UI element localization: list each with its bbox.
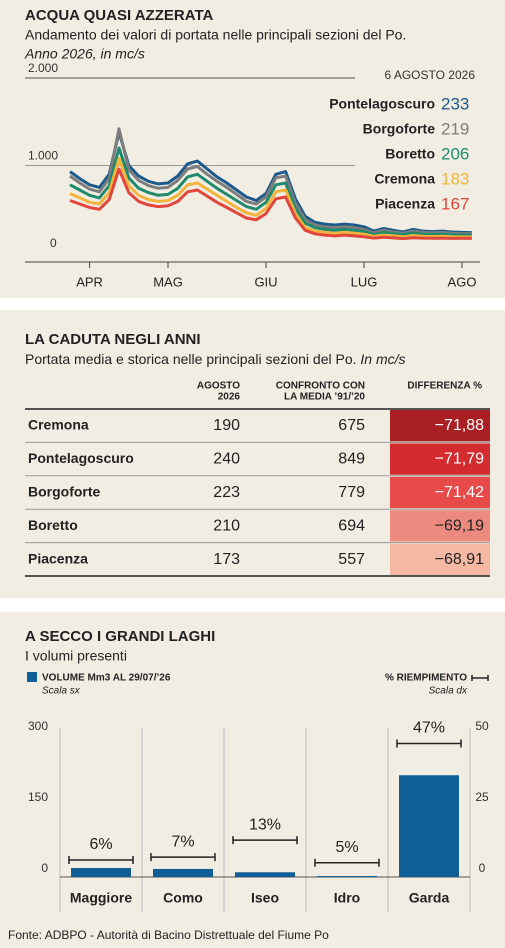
diff-cell (390, 543, 490, 575)
series-line (69, 157, 472, 239)
bar (153, 868, 213, 877)
cell: 223 (213, 484, 240, 501)
date-label: 6 AGOSTO 2026 (385, 68, 476, 82)
x-tick-label: Iseo (251, 890, 279, 906)
column-header: DIFFERENZA % (407, 381, 482, 392)
table-title: LA CADUTA NEGLI ANNI (25, 331, 201, 348)
value-label: 13% (249, 816, 281, 833)
fill-bracket (232, 836, 298, 845)
legend-value: 183 (441, 169, 469, 188)
y2-tick-label: 50 (475, 719, 489, 733)
bar (399, 775, 459, 877)
bar (235, 872, 295, 877)
y-tick-label: 2.000 (28, 61, 58, 75)
value-label: 7% (171, 833, 194, 850)
y-tick-label: 150 (28, 790, 48, 804)
legend-label: Boretto (385, 146, 435, 162)
cell: 675 (338, 417, 365, 434)
chart-subtitle: Anno 2026, in mc/s (24, 46, 145, 62)
legend-value: 233 (441, 94, 469, 113)
fill-bracket (396, 739, 462, 748)
legend-label: Piacenza (375, 196, 435, 212)
cell: −71,79 (435, 451, 484, 468)
cell: 240 (213, 451, 240, 468)
cell: 694 (338, 517, 365, 534)
row-label: Piacenza (28, 550, 88, 566)
y-tick-label: 0 (50, 236, 57, 250)
cell: 779 (338, 484, 365, 501)
cell: 210 (213, 517, 240, 534)
subtitle-text: Portata media e storica nelle principali… (25, 351, 357, 367)
diff-cell (390, 476, 490, 509)
legend-swatch (27, 672, 37, 682)
y2-tick-label: 0 (479, 861, 486, 875)
fill-bracket (150, 853, 216, 862)
chart-title: ACQUA QUASI AZZERATA (25, 7, 213, 24)
cell: 190 (213, 417, 240, 434)
diff-cell (390, 443, 490, 475)
column-header: CONFRONTO CON (276, 381, 365, 392)
x-tick-label: APR (76, 274, 103, 289)
cell: −71,42 (435, 484, 484, 501)
series-line (69, 146, 472, 237)
y-tick-label: 1.000 (28, 149, 58, 163)
cell: −69,19 (435, 517, 484, 534)
legend-label: Cremona (374, 171, 435, 187)
x-tick-label: Maggiore (70, 890, 132, 906)
diff-cell (390, 410, 490, 442)
chart-subtitle: I volumi presenti (25, 648, 127, 664)
legend-value: 167 (441, 194, 469, 213)
x-tick-label: LUG (351, 274, 378, 289)
y2-tick-label: 25 (475, 790, 489, 804)
series-line (69, 167, 472, 241)
cell: 173 (213, 551, 240, 568)
column-header: 2026 (218, 392, 241, 403)
row-label: Cremona (28, 417, 89, 433)
legend-note: Scala sx (42, 686, 81, 697)
table-subtitle: Portata media e storica nelle principali… (25, 351, 406, 367)
x-tick-label: Garda (409, 890, 450, 906)
cell: −71,88 (435, 417, 484, 434)
legend-label: VOLUME Mm3 AL 29/07/’26 (42, 673, 171, 684)
fill-bracket (314, 858, 380, 867)
legend-bracket (471, 675, 489, 681)
source: Fonte: ADBPO - Autorità di Bacino Distre… (8, 928, 329, 942)
chart-title: A SECCO I GRANDI LAGHI (25, 628, 215, 645)
value-label: 6% (89, 836, 112, 853)
x-tick-label: GIU (254, 274, 277, 289)
cell: 849 (338, 451, 365, 468)
legend-label: Borgoforte (363, 121, 436, 137)
legend-label: % RIEMPIMENTO (385, 673, 467, 684)
y-tick-label: 300 (28, 719, 48, 733)
y-tick-label: 0 (41, 861, 48, 875)
cell: −68,91 (435, 551, 484, 568)
cell: 557 (338, 551, 365, 568)
row-label: Boretto (28, 517, 78, 533)
value-label: 47% (413, 720, 445, 737)
panel (0, 0, 505, 298)
bar (317, 876, 377, 877)
legend-label: Pontelagoscuro (329, 96, 435, 112)
x-tick-label: MAG (153, 274, 183, 289)
bar (71, 868, 131, 877)
column-header: LA MEDIA ’91/’20 (284, 392, 365, 403)
x-tick-label: AGO (448, 274, 477, 289)
column-header: AGOSTO (197, 381, 240, 392)
fill-bracket (68, 855, 134, 864)
legend-note: Scala dx (429, 686, 468, 697)
value-label: 5% (335, 839, 358, 856)
legend-value: 206 (441, 144, 469, 163)
legend-value: 219 (441, 119, 469, 138)
row-label: Borgoforte (28, 484, 101, 500)
chart-subtitle: Andamento dei valori di portata nelle pr… (25, 27, 406, 43)
diff-cell (390, 510, 490, 542)
row-label: Pontelagoscuro (28, 450, 134, 466)
x-tick-label: Idro (334, 890, 360, 906)
x-tick-label: Como (163, 890, 203, 906)
subtitle-text: In mc/s (360, 351, 405, 367)
